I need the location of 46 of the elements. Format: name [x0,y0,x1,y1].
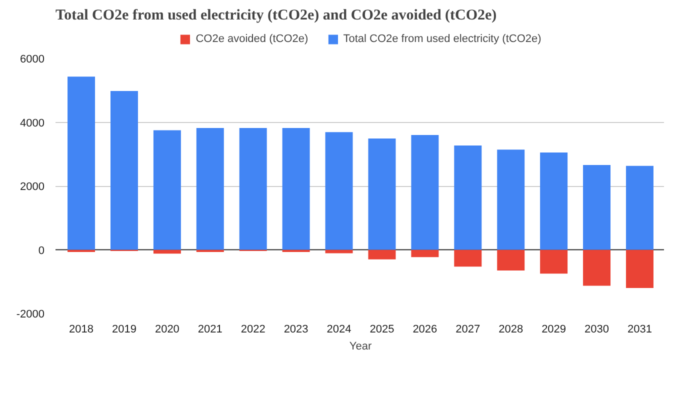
bar [368,138,396,250]
x-tick-label: 2025 [370,324,394,336]
x-tick-label: 2023 [284,324,308,336]
chart-title: Total CO2e from used electricity (tCO2e) and CO2e avoided (tCO2e) [56,8,497,24]
bar [196,128,224,250]
bar [110,91,138,250]
bar [626,166,654,250]
x-tick-label: 2019 [112,324,136,336]
x-tick-label: 2028 [498,324,524,336]
bar [153,250,181,254]
x-tick-label: 2029 [542,324,566,336]
y-tick-label: 0 [38,244,45,257]
bar [540,152,568,250]
y-tick-label: 2000 [20,181,45,193]
x-tick-label: 2024 [326,324,352,336]
bar [497,250,525,270]
x-tick-label: 2026 [412,324,438,336]
bar [68,76,96,250]
bar [583,164,611,250]
x-axis-title: Year [349,340,372,352]
legend-label: Total CO2e from used electricity (tCO2e) [343,33,542,45]
bar [325,250,353,254]
bar [540,250,568,274]
y-tick-label: 6000 [20,54,45,66]
legend-label: CO2e avoided (tCO2e) [196,33,308,45]
bar [368,250,396,260]
x-tick-label: 2021 [198,324,222,336]
bar [497,150,525,250]
bar [325,132,353,250]
bar [411,135,439,250]
x-tick-label: 2018 [69,324,94,336]
x-tick-label: 2027 [456,324,480,336]
x-tick-label: 2020 [154,324,180,336]
bar [411,250,439,258]
bar [153,130,181,250]
bar [454,146,482,250]
bar [583,250,611,286]
x-tick-label: 2022 [240,324,266,336]
x-tick-label: 2030 [584,324,610,336]
bar [282,128,310,250]
y-tick-label: -2000 [16,308,45,320]
y-tick-label: 4000 [20,117,45,130]
bar [239,128,267,250]
bar [454,250,482,267]
bar [626,250,654,288]
x-tick-label: 2031 [627,324,652,336]
